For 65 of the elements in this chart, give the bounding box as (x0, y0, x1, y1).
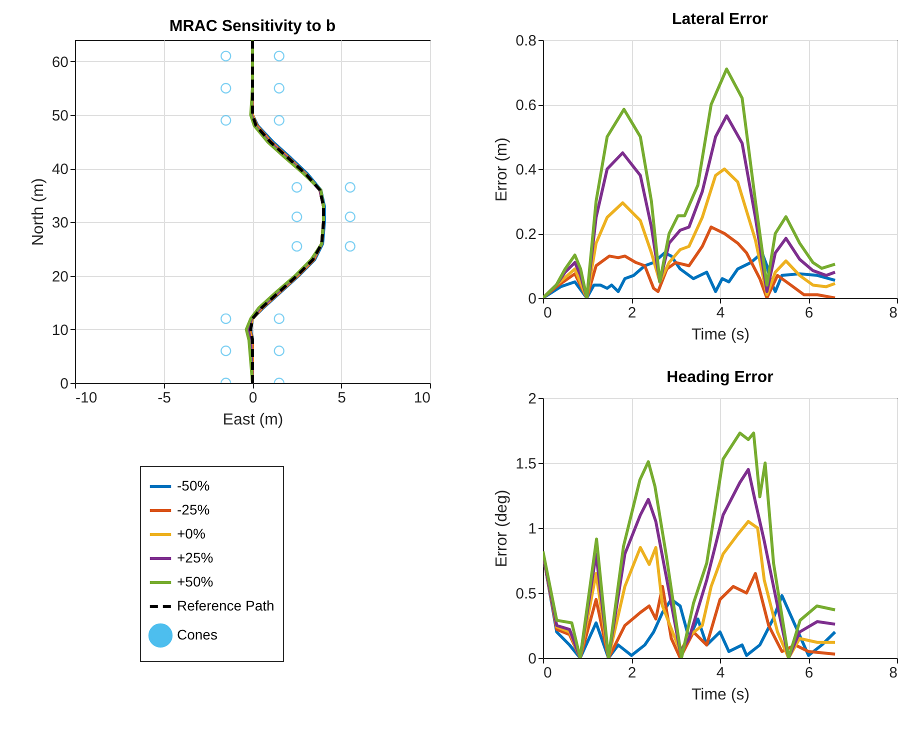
point (292, 212, 302, 222)
legend-label: Cones (177, 626, 218, 642)
x-tick-label: -5 (158, 390, 171, 406)
y-tick-label: 1 (528, 520, 536, 538)
x-tick-label: 8 (889, 664, 898, 682)
x-tick-label: 5 (338, 390, 346, 406)
y-tick-label: 0.5 (516, 586, 536, 602)
point (292, 241, 302, 252)
point (220, 346, 232, 356)
x-tick-label: 2 (628, 664, 636, 682)
x-tick-label: 6 (804, 664, 814, 682)
y-tick-label: 0.6 (516, 97, 536, 114)
y-tick-label: 0 (528, 650, 536, 668)
point (274, 313, 284, 324)
point (292, 182, 302, 193)
chart-title: MRAC Sensitivity to b (169, 18, 336, 35)
x-tick-label: 2 (628, 304, 636, 322)
point (344, 182, 356, 193)
y-tick-label: 10 (52, 322, 68, 339)
x-tick-label: 4 (716, 304, 725, 322)
chart-title: Lateral Error (672, 11, 768, 28)
line-series (543, 68, 837, 298)
y-tick-label: 20 (52, 268, 68, 286)
x-tick-label: 8 (889, 304, 898, 322)
x-tick-label: 0 (248, 390, 258, 406)
y-tick-label: 0.8 (516, 32, 536, 50)
x-tick-label: 4 (716, 664, 725, 682)
y-tick-label: 0 (528, 290, 536, 308)
y-tick-label: 60 (52, 54, 68, 71)
legend-label: Reference Path (177, 598, 274, 614)
y-tick-label: 40 (52, 161, 68, 178)
y-tick-label: 0 (60, 376, 68, 392)
y-tick-label: 30 (52, 214, 68, 232)
x-tick-label: 0 (544, 304, 552, 322)
x-tick-label: 6 (804, 304, 814, 322)
point (274, 115, 284, 126)
x-axis-title: East (m) (222, 412, 284, 428)
y-axis-title: Error (m) (494, 138, 511, 202)
point (220, 313, 232, 324)
y-tick-label: 1.5 (516, 456, 536, 472)
legend-label: +50% (177, 574, 214, 590)
point (220, 50, 232, 62)
point (274, 50, 284, 62)
line-series (543, 432, 837, 658)
y-tick-label: 0.2 (516, 226, 536, 243)
x-axis-title: Time (s) (691, 686, 750, 704)
point (344, 212, 356, 222)
y-tick-label: 0.4 (516, 162, 536, 178)
x-tick-label: 0 (544, 664, 552, 682)
legend-label: -25% (177, 502, 210, 518)
point (344, 241, 356, 252)
x-tick-label: 10 (414, 390, 430, 406)
legend-label: +25% (177, 550, 214, 566)
point (220, 115, 232, 126)
y-axis-title: Error (deg) (494, 490, 511, 568)
point (274, 82, 284, 94)
legend-label: +0% (177, 526, 206, 542)
legend-label: -50% (177, 478, 210, 494)
y-tick-label: 50 (52, 108, 68, 125)
x-axis-title: Time (s) (691, 326, 750, 344)
chart-title: Heading Error (666, 369, 774, 386)
point (274, 346, 284, 356)
x-tick-label: -10 (76, 390, 98, 406)
point (220, 82, 232, 94)
y-axis-title: North (m) (30, 178, 47, 246)
